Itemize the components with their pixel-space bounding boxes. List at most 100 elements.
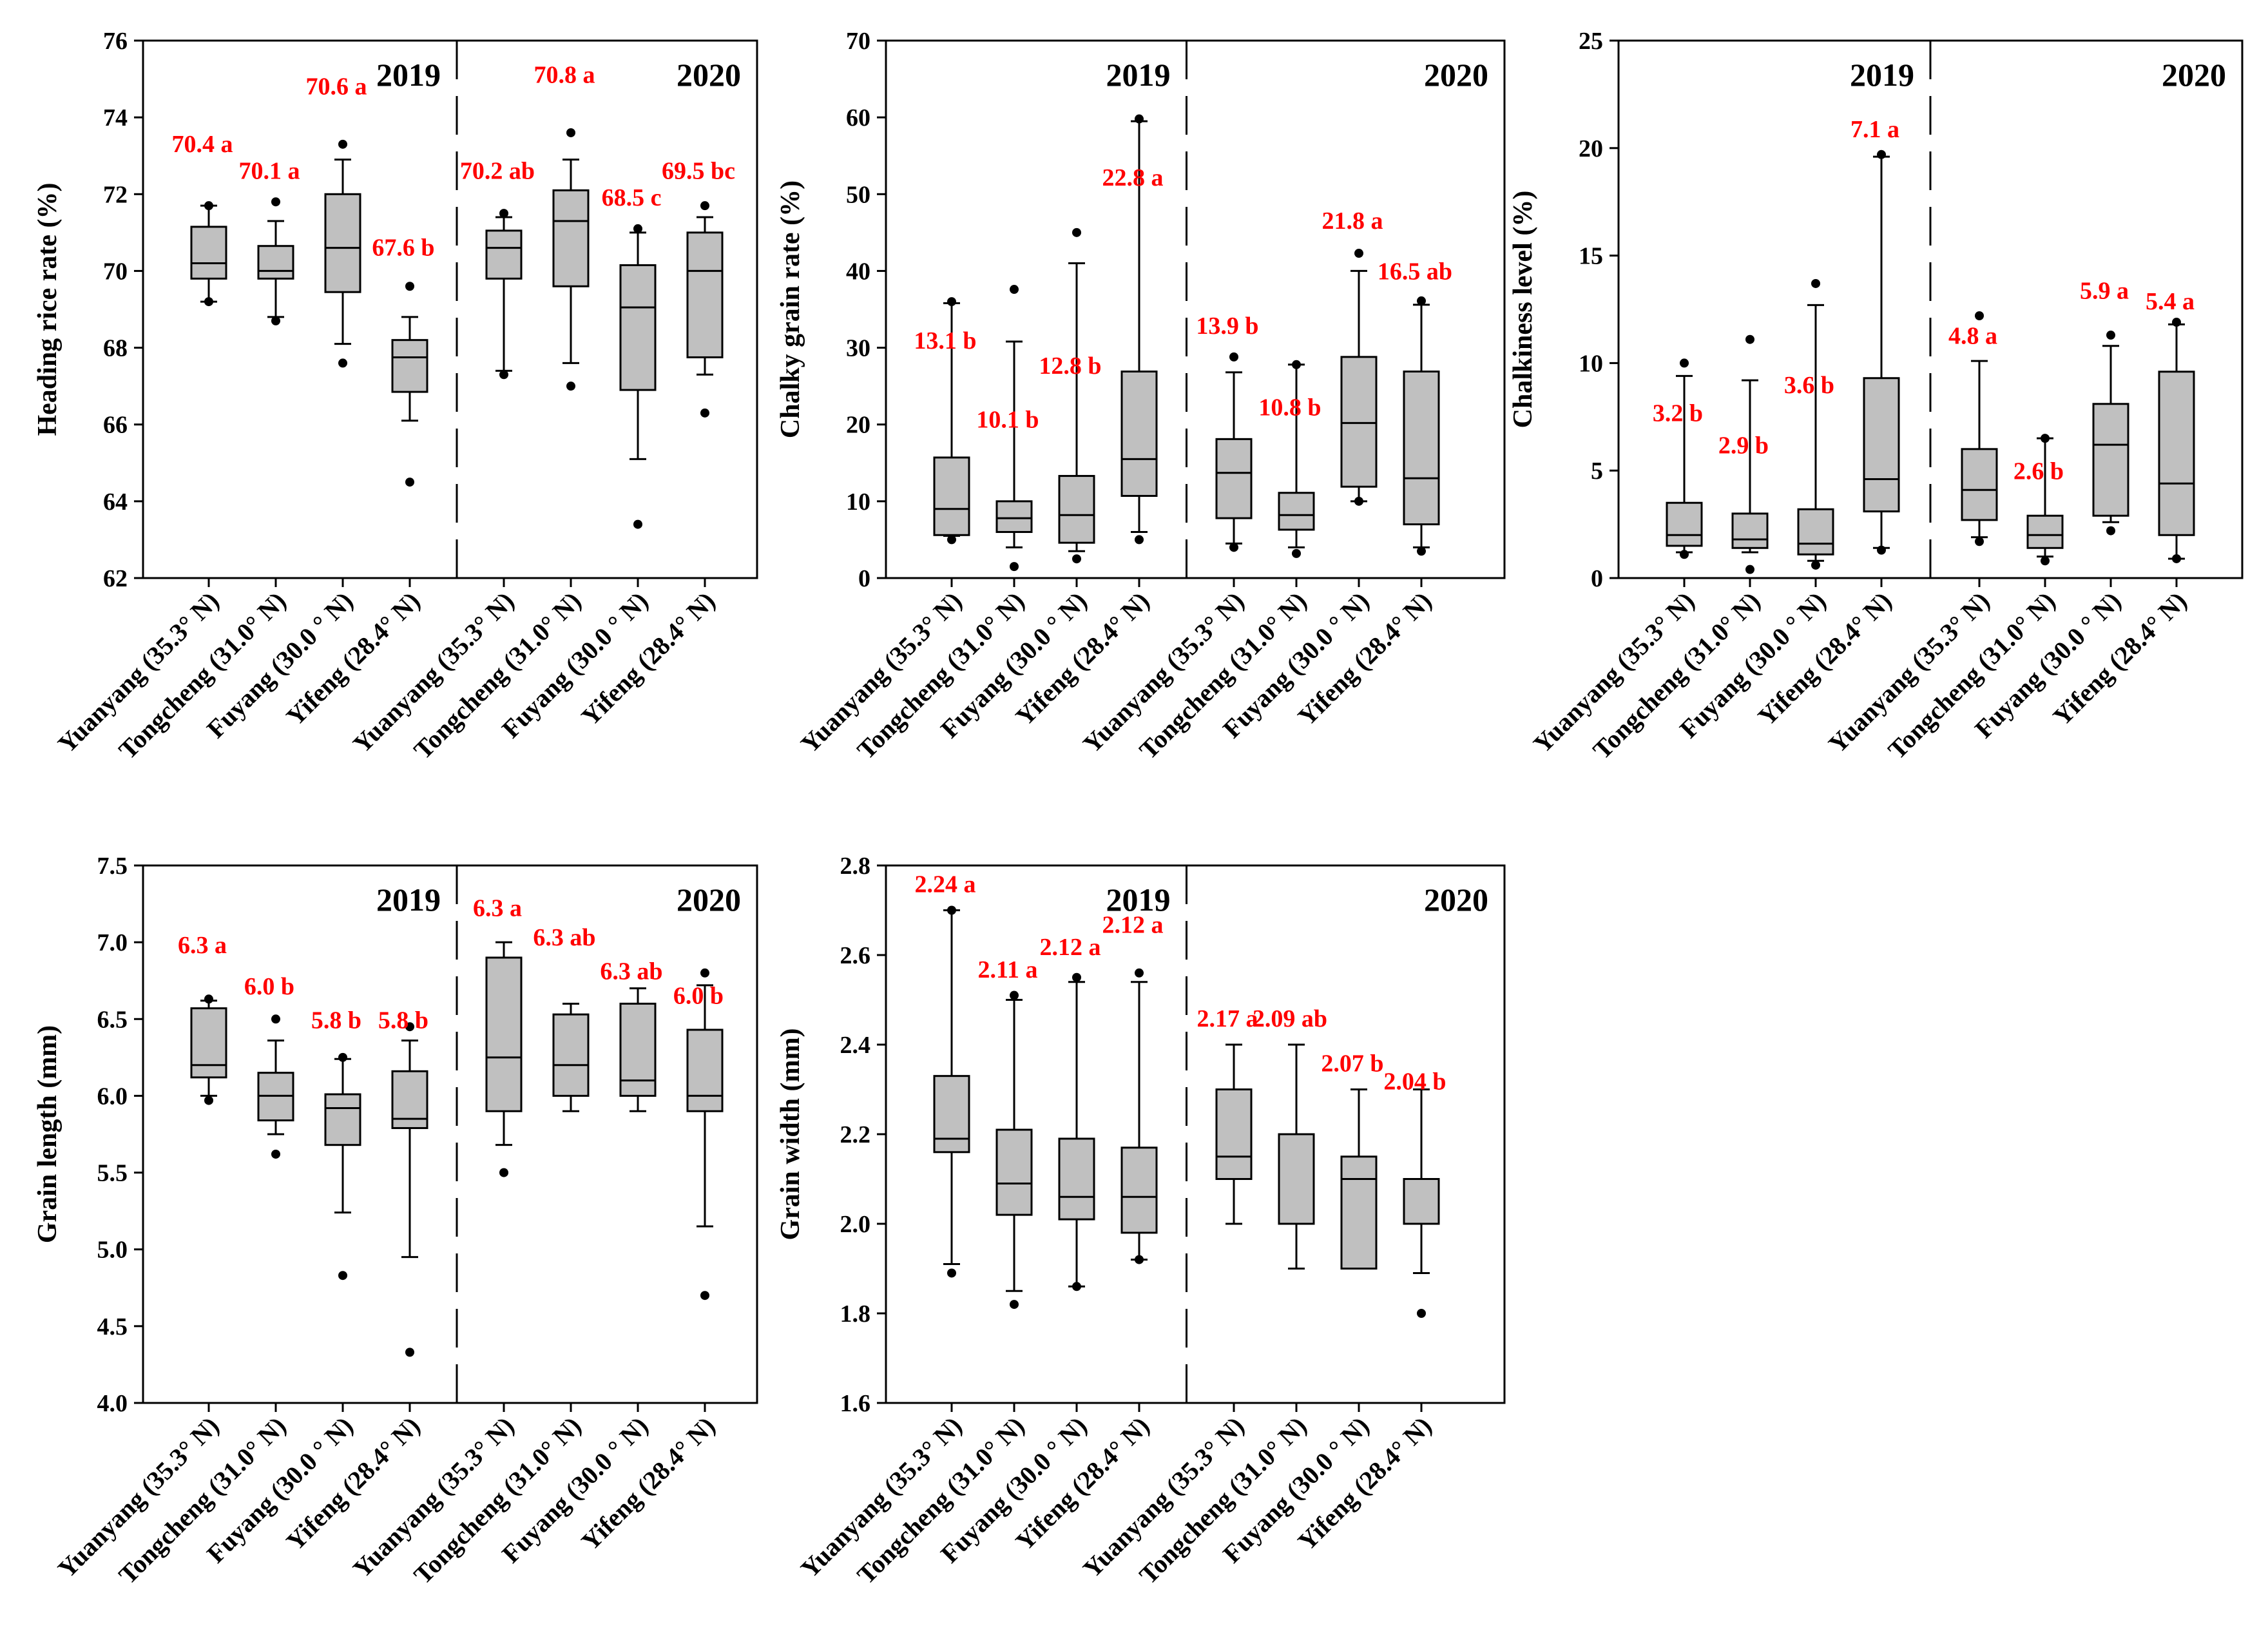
outlier-point (1354, 249, 1363, 258)
box-iqr (1340, 1155, 1378, 1270)
y-tick-label: 64 (103, 488, 128, 516)
outlier-point (700, 201, 709, 211)
outlier-point (1072, 972, 1081, 982)
significance-label: 70.6 a (306, 73, 367, 100)
y-tick-label: 10 (846, 488, 870, 516)
outlier-point (1811, 560, 1820, 570)
y-tick-label: 6.0 (97, 1083, 128, 1110)
y-axis-label: Chalkiness level (%) (1508, 191, 1538, 429)
chart-panel-5: 1.6 1.8 2.0 2.2 2.4 2.6 2.8 Grain width (mm) 201… (776, 853, 1506, 1590)
outlier-point (1680, 550, 1689, 559)
plot-frame (142, 39, 758, 579)
outlier-point (204, 1096, 213, 1105)
significance-label: 2.12 a (1040, 934, 1101, 961)
year-label-2020: 2020 (677, 57, 741, 93)
box-iqr (1058, 475, 1095, 544)
significance-label: 13.1 b (914, 327, 976, 354)
box-iqr (391, 339, 428, 393)
y-tick-label: 30 (846, 335, 870, 362)
outlier-point (338, 358, 347, 368)
y-tick-label: 4.0 (97, 1390, 128, 1417)
y-axis-label: Grain length (mm) (33, 1025, 62, 1243)
box-iqr (1403, 371, 1440, 526)
outlier-point (566, 382, 575, 391)
y-tick-label: 0 (1591, 565, 1603, 592)
box-iqr (686, 231, 724, 358)
y-tick-label: 7.0 (97, 929, 128, 956)
significance-label: 13.9 b (1196, 313, 1258, 340)
significance-label: 10.1 b (976, 406, 1039, 433)
box-iqr (619, 1002, 657, 1097)
significance-label: 21.8 a (1322, 208, 1383, 235)
year-label-2019: 2019 (376, 882, 441, 918)
outlier-point (1229, 543, 1238, 552)
box-iqr (1961, 448, 1998, 521)
significance-label: 6.0 b (673, 982, 724, 1009)
box-iqr (1058, 1137, 1095, 1221)
box-iqr (1666, 501, 1703, 547)
outlier-point (2106, 526, 2115, 536)
box-iqr (190, 1007, 227, 1079)
significance-label: 2.24 a (915, 871, 976, 898)
significance-label: 3.2 b (1653, 400, 1703, 427)
box-iqr (1731, 512, 1769, 549)
outlier-point (1811, 278, 1820, 288)
chart-panel-2: 0 10 20 30 40 50 60 70 Chalky grain rate (%) 2019… (776, 28, 1506, 765)
outlier-point (633, 224, 642, 233)
significance-label: 12.8 b (1039, 353, 1101, 380)
outlier-point (271, 1014, 280, 1024)
year-label-2019: 2019 (1850, 57, 1914, 93)
outlier-point (338, 1052, 347, 1062)
significance-label: 4.8 a (1948, 322, 1997, 349)
y-tick-label: 2.4 (840, 1032, 871, 1059)
significance-label: 68.5 c (602, 184, 662, 211)
box-iqr (1215, 1088, 1253, 1180)
significance-label: 2.11 a (978, 956, 1038, 983)
significance-label: 6.3 ab (533, 924, 595, 951)
box-iqr (2158, 371, 2195, 536)
outlier-point (204, 297, 213, 307)
plot-frame (885, 864, 1506, 1404)
y-tick-label: 20 (846, 412, 870, 439)
outlier-point (566, 128, 575, 137)
y-tick-label: 74 (103, 104, 128, 131)
box-iqr (485, 229, 523, 280)
y-tick-label: 4.5 (97, 1313, 128, 1340)
significance-label: 5.4 a (2146, 288, 2195, 315)
outlier-point (700, 968, 709, 978)
significance-label: 2.17 a (1197, 1005, 1258, 1032)
y-tick-label: 15 (1579, 243, 1603, 270)
significance-label: 2.09 ab (1253, 1005, 1327, 1032)
outlier-point (2041, 556, 2050, 566)
outlier-point (633, 519, 642, 529)
significance-label: 67.6 b (372, 235, 434, 262)
box-iqr (1797, 508, 1834, 556)
outlier-point (1680, 358, 1689, 368)
y-tick-label: 70 (846, 28, 870, 55)
outlier-point (947, 905, 956, 915)
outlier-point (700, 408, 709, 418)
outlier-point (338, 1271, 347, 1280)
outlier-point (2172, 318, 2181, 327)
y-tick-label: 0 (858, 565, 870, 592)
outlier-point (1010, 285, 1019, 295)
chart-panel-4: 4.0 4.5 5.0 5.5 6.0 6.5 7.0 7.5 Grain length (mm… (33, 853, 758, 1590)
outlier-point (1010, 562, 1019, 572)
year-label-2019: 2019 (376, 57, 441, 93)
year-label-2020: 2020 (1424, 57, 1488, 93)
outlier-point (499, 1168, 508, 1177)
box-iqr (324, 193, 361, 293)
significance-label: 3.6 b (1784, 372, 1834, 399)
outlier-point (1877, 150, 1886, 159)
outlier-point (1975, 311, 1984, 321)
outlier-point (1010, 990, 1019, 1000)
y-tick-label: 62 (103, 565, 128, 592)
year-label-2020: 2020 (677, 882, 741, 918)
year-label-2019: 2019 (1106, 57, 1171, 93)
significance-label: 6.3 a (473, 895, 522, 922)
outlier-point (1010, 1300, 1019, 1309)
outlier-point (338, 139, 347, 149)
y-tick-label: 2.2 (840, 1121, 871, 1148)
box-iqr (1120, 371, 1158, 498)
outlier-point (1072, 227, 1081, 237)
